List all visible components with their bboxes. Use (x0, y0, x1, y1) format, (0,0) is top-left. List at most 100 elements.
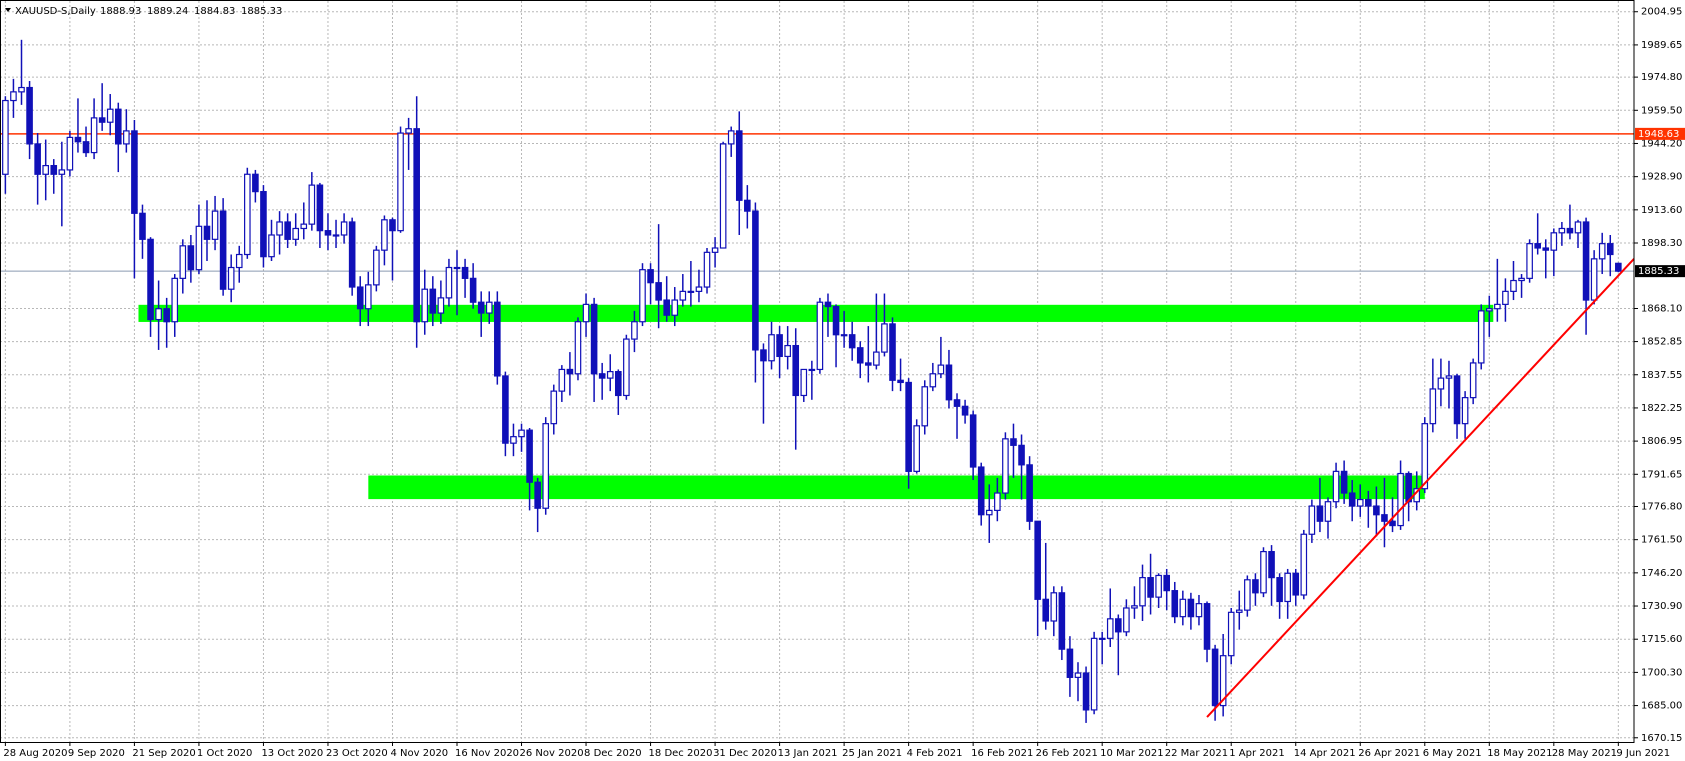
candle-body (953, 399, 961, 407)
candle-body (558, 368, 566, 392)
candle-body (856, 347, 864, 364)
candle-body (1445, 375, 1453, 379)
candle-body (1219, 655, 1227, 707)
candle-body (300, 223, 308, 230)
candle-body (42, 164, 50, 175)
candle-body (1066, 648, 1074, 678)
candle-body (381, 219, 388, 251)
candle-body (606, 371, 614, 379)
candle-body (1526, 243, 1533, 279)
candle-body (50, 164, 58, 175)
candle-body (735, 130, 743, 201)
candle-body (679, 290, 687, 301)
candle-body (1139, 577, 1146, 607)
candle-body (1316, 505, 1324, 522)
y-tick-label: 1730.90 (1641, 601, 1682, 612)
header-arrow (5, 8, 11, 12)
candle-body (1211, 648, 1219, 707)
candle-body (913, 425, 920, 472)
candle-body (235, 253, 243, 269)
header-ohlc: 1885.33 (241, 6, 282, 17)
candle-body (671, 299, 679, 316)
candle-body (969, 414, 977, 468)
candle-body (873, 351, 880, 366)
candle-body (469, 277, 477, 303)
candle-body (929, 373, 937, 388)
candle-body (1461, 397, 1469, 425)
candle-body (1131, 605, 1138, 609)
candle-body (1090, 637, 1098, 711)
candle-body (905, 381, 912, 472)
y-tick-label: 2004.95 (1641, 7, 1682, 18)
candle-body (1050, 592, 1058, 622)
price-label: 1885.33 (1638, 266, 1679, 277)
candle-body (90, 117, 98, 154)
candle-body (1252, 579, 1259, 594)
candle-body (276, 221, 283, 236)
candle-body (816, 301, 824, 371)
candle-body (1615, 262, 1622, 272)
candle-body (1429, 388, 1437, 425)
candle-body (163, 308, 170, 323)
candle-body (1510, 279, 1517, 292)
candle-body (211, 210, 219, 240)
candle-body (1260, 550, 1267, 594)
y-tick-label: 1822.25 (1641, 403, 1682, 414)
candle-body (98, 117, 106, 123)
plot-frame (0, 0, 1635, 743)
candle-body (1397, 472, 1404, 527)
candle-body (1058, 592, 1066, 650)
candle-body (405, 128, 412, 134)
candle-body (1332, 470, 1340, 503)
candle-body (1284, 572, 1291, 603)
candle-body (356, 286, 364, 310)
candle-body (1147, 577, 1154, 598)
candle-body (848, 334, 856, 349)
candle-body (1268, 550, 1275, 579)
y-tick-label: 1868.10 (1641, 304, 1682, 315)
candle-body (74, 136, 82, 143)
candle-body (832, 305, 840, 336)
candle-body (1574, 221, 1582, 234)
x-tick-label: 4 Nov 2020 (390, 748, 448, 759)
candle-body (413, 128, 420, 323)
candle-body (542, 423, 550, 509)
candle-body (147, 238, 154, 321)
candle-body (985, 509, 993, 516)
y-tick-label: 1989.65 (1641, 40, 1682, 51)
y-tick-label: 1974.80 (1641, 72, 1682, 83)
candle-body (752, 210, 759, 351)
candle-body (1485, 308, 1493, 312)
candle-body (1340, 470, 1348, 494)
candle-body (332, 234, 340, 237)
x-tick-label: 23 Oct 2020 (326, 748, 388, 759)
candle-body (945, 364, 953, 401)
candle-body (1106, 618, 1114, 639)
candle-body (655, 282, 662, 301)
candle-body (1292, 572, 1300, 596)
candle-body (485, 301, 493, 314)
candle-body (1002, 438, 1009, 494)
y-tick-label: 1776.80 (1641, 501, 1682, 512)
candle-body (445, 266, 453, 299)
candle-body (1550, 232, 1558, 251)
candle-body (687, 290, 695, 293)
candle-body (1518, 277, 1525, 282)
candle-body (897, 379, 904, 384)
candle-body (494, 301, 501, 377)
candle-body (961, 405, 969, 416)
candle-body (171, 277, 179, 323)
candle-body (219, 210, 227, 290)
candle-body (1171, 590, 1179, 618)
candle-body (808, 368, 816, 372)
candle-body (550, 390, 558, 425)
candle-body (429, 288, 437, 314)
candle-body (719, 143, 727, 249)
candle-body (1606, 243, 1614, 256)
x-tick-label: 6 May 2021 (1423, 748, 1482, 759)
candle-body (268, 234, 275, 258)
x-tick-label: 25 Jan 2021 (842, 748, 902, 759)
candle-body (244, 173, 251, 256)
